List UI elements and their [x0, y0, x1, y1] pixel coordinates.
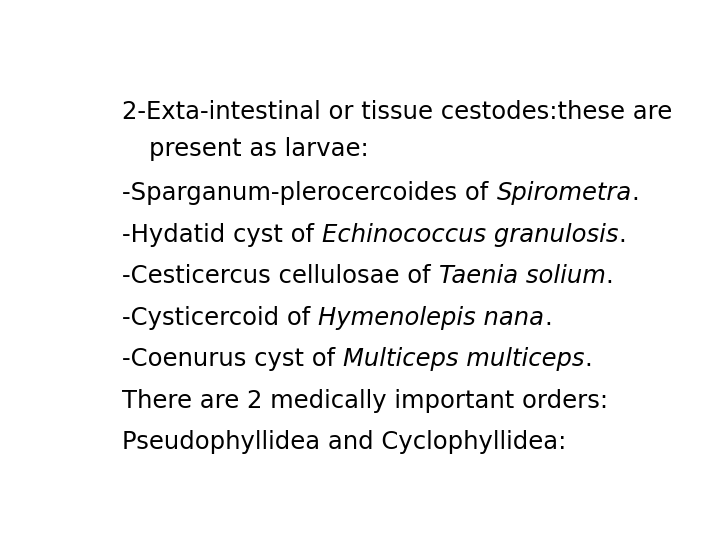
Text: .: . — [606, 264, 613, 288]
Text: .: . — [618, 222, 626, 247]
Text: Echinococcus granulosis: Echinococcus granulosis — [322, 222, 618, 247]
Text: Taenia solium: Taenia solium — [438, 264, 606, 288]
Text: 2-Exta-intestinal or tissue cestodes:these are: 2-Exta-intestinal or tissue cestodes:the… — [122, 100, 672, 124]
Text: present as larvae:: present as larvae: — [148, 137, 369, 161]
Text: -Sparganum-plerocercoides of: -Sparganum-plerocercoides of — [122, 181, 496, 205]
Text: Spirometra: Spirometra — [496, 181, 631, 205]
Text: There are 2 medically important orders:: There are 2 medically important orders: — [122, 389, 608, 413]
Text: -Coenurus cyst of: -Coenurus cyst of — [122, 347, 343, 372]
Text: Hymenolepis nana: Hymenolepis nana — [318, 306, 544, 330]
Text: Pseudophyllidea and Cyclophyllidea:: Pseudophyllidea and Cyclophyllidea: — [122, 430, 567, 455]
Text: -Cesticercus cellulosae of: -Cesticercus cellulosae of — [122, 264, 438, 288]
Text: .: . — [585, 347, 593, 372]
Text: -Cysticercoid of: -Cysticercoid of — [122, 306, 318, 330]
Text: Multiceps multiceps: Multiceps multiceps — [343, 347, 585, 372]
Text: .: . — [631, 181, 639, 205]
Text: -Hydatid cyst of: -Hydatid cyst of — [122, 222, 322, 247]
Text: .: . — [544, 306, 552, 330]
